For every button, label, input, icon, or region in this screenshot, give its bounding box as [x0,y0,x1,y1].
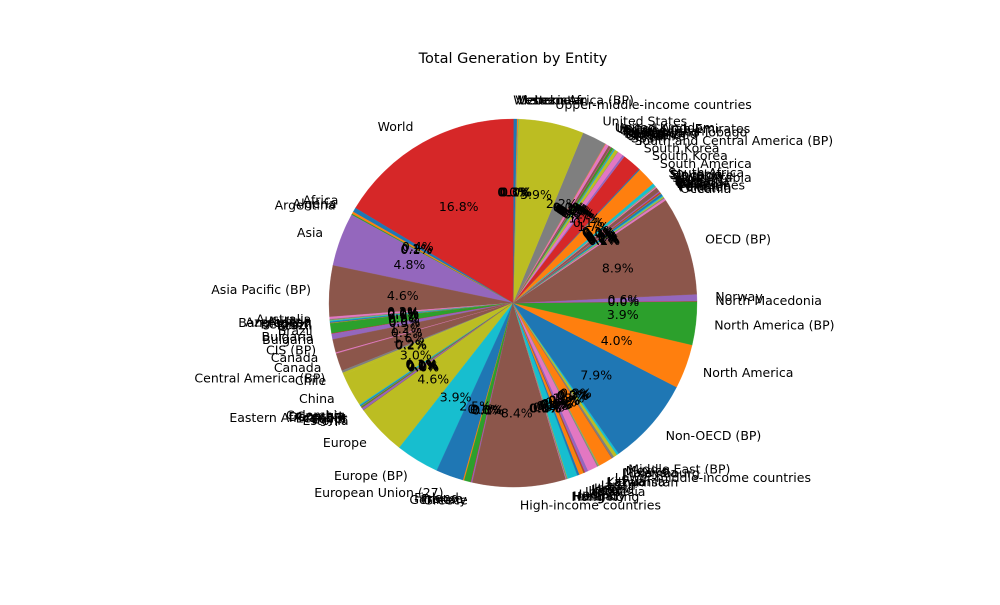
slice-label: Asia Pacific (BP) [211,282,311,297]
slice-label: Europe [323,435,367,450]
slice-percent-label: 8.9% [602,260,634,275]
pie-slices [329,119,697,487]
slice-label: Western Africa (BP) [513,93,634,108]
slice-percent-label: 7.9% [580,368,612,383]
slice-percent-label: 4.6% [417,371,449,386]
slice-percent-label: 3.9% [607,307,639,322]
slice-label: China [299,391,335,406]
slice-label: OECD (BP) [705,231,771,246]
slice-percent-label: 4.8% [394,257,426,272]
slice-percent-label: 4.0% [601,333,633,348]
slice-percent-label: 0.0% [497,185,529,200]
slice-percent-label: 0.6% [608,292,640,307]
slice-label: North America [703,365,794,380]
slice-label: Norway [715,289,763,304]
slice-label: Europe (BP) [334,468,408,483]
slice-percent-label: 4.6% [387,288,419,303]
slice-label: Greece [423,492,468,507]
slice-percent-label: 16.8% [439,199,479,214]
slice-label: North America (BP) [714,317,834,332]
slice-label: Estonia [302,413,348,428]
slice-label: Argentina [275,198,336,213]
slice-percent-label: 0.1% [472,403,504,418]
slice-percent-label: 0.2% [560,386,592,401]
chart-title: Total Generation by Entity [418,51,608,67]
slice-label: United States [603,114,688,129]
slice-label: Non-OECD (BP) [666,428,762,443]
slice-label: Middle East (BP) [628,461,730,476]
slice-label: Chile [295,373,327,388]
slice-percent-label: 0.1% [400,242,432,257]
slice-label: Asia [297,225,323,240]
slice-label: World [378,119,414,134]
